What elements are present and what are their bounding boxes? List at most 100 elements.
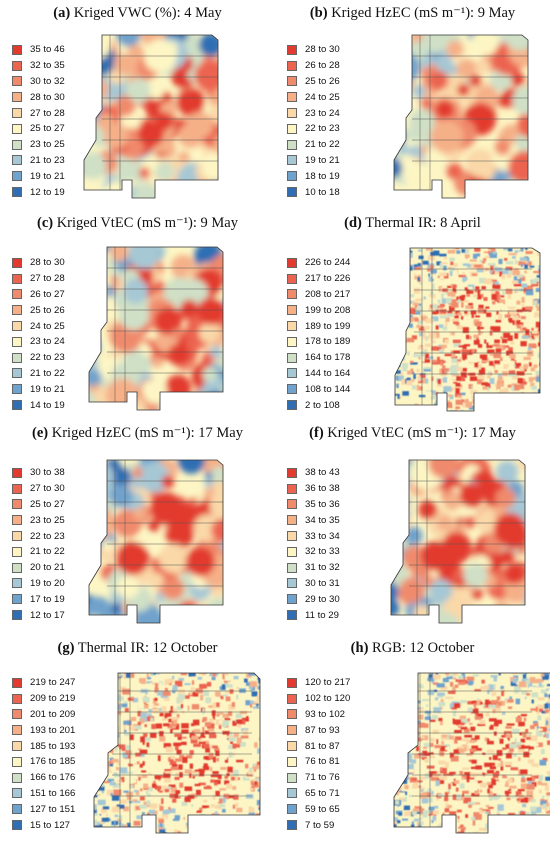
panel-h-letter: (h): [350, 640, 369, 656]
legend-swatch: [287, 515, 297, 526]
legend-row: 23 to 24: [12, 334, 65, 350]
legend-swatch: [12, 384, 22, 395]
legend-row: 108 to 144: [287, 381, 350, 397]
legend-row: 217 to 226: [287, 271, 350, 287]
field-boundary: [390, 459, 526, 624]
legend-swatch: [12, 741, 22, 752]
legend-label: 19 to 21: [305, 154, 340, 166]
legend-row: 27 to 28: [12, 105, 65, 121]
legend-label: 29 to 30: [305, 593, 340, 605]
legend-label: 76 to 81: [305, 756, 340, 768]
panel-f-title: (f) Kriged VtEC (mS m⁻¹): 17 May: [275, 425, 550, 442]
legend-label: 26 to 28: [305, 60, 340, 72]
legend-row: 176 to 185: [12, 754, 75, 770]
legend-label: 81 to 87: [305, 740, 340, 752]
legend-label: 11 to 29: [305, 609, 339, 621]
legend-label: 35 to 46: [30, 44, 65, 56]
legend-swatch: [287, 187, 297, 198]
panel-a-title-text: Kriged VWC (%): 4 May: [70, 5, 222, 21]
legend-row: 22 to 23: [287, 121, 340, 137]
legend-label: 176 to 185: [30, 756, 76, 768]
legend-row: 19 to 21: [12, 381, 65, 397]
legend-row: 12 to 19: [12, 184, 65, 200]
legend-swatch: [287, 756, 297, 767]
legend-swatch: [12, 467, 22, 478]
legend-row: 208 to 217: [287, 287, 350, 303]
legend-row: 65 to 71: [287, 786, 350, 802]
legend-row: 22 to 23: [12, 528, 65, 544]
legend-row: 102 to 120: [287, 691, 350, 707]
legend-swatch: [12, 171, 22, 182]
panel-g: (g) Thermal IR: 12 October 219 to 247 209…: [0, 635, 275, 844]
legend-row: 201 to 209: [12, 707, 75, 723]
legend-swatch: [12, 499, 22, 510]
panel-f-title-text: Kriged VtEC (mS m⁻¹): 17 May: [323, 425, 516, 441]
legend-label: 31 to 32: [305, 562, 340, 574]
legend-swatch: [287, 44, 297, 55]
legend-label: 25 to 26: [30, 304, 65, 316]
legend-swatch: [287, 400, 297, 411]
legend-row: 32 to 33: [287, 544, 340, 560]
legend-row: 27 to 30: [12, 481, 65, 497]
legend-row: 127 to 151: [12, 801, 75, 817]
panel-b-legend: 28 to 30 26 to 28 25 to 26 24 to 25 23 to 24…: [287, 42, 340, 200]
legend-row: 21 to 22: [12, 366, 65, 382]
panel-c-map: [88, 246, 224, 411]
panel-b-letter: (b): [309, 5, 328, 21]
panel-f-letter: (f): [309, 425, 324, 441]
legend-row: 28 to 30: [287, 42, 340, 58]
panel-d-title: (d) Thermal IR: 8 April: [275, 215, 550, 232]
legend-swatch: [12, 483, 22, 494]
legend-row: 178 to 189: [287, 334, 350, 350]
legend-label: 2 to 108: [305, 399, 340, 411]
panel-h-title: (h) RGB: 12 October: [275, 640, 550, 657]
map-texture: [89, 247, 223, 410]
panel-g-map: [93, 672, 261, 834]
legend-label: 34 to 35: [305, 514, 340, 526]
legend-swatch: [287, 693, 297, 704]
legend-row: 38 to 43: [287, 465, 340, 481]
panel-e-title-text: Kriged HzEC (mS m⁻¹): 17 May: [48, 425, 243, 441]
legend-label: 19 to 21: [30, 383, 65, 395]
legend-label: 127 to 151: [30, 803, 76, 815]
legend-swatch: [287, 677, 297, 688]
legend-swatch: [12, 820, 22, 831]
panel-a-letter: (a): [53, 5, 71, 21]
legend-row: 21 to 22: [12, 544, 65, 560]
legend-swatch: [12, 321, 22, 332]
legend-swatch: [287, 289, 297, 300]
legend-label: 71 to 76: [305, 772, 340, 784]
panel-g-title-text: Thermal IR: 12 October: [74, 640, 218, 656]
legend-row: 199 to 208: [287, 302, 350, 318]
legend-row: 10 to 18: [287, 184, 340, 200]
legend-label: 59 to 65: [305, 803, 340, 815]
legend-swatch: [12, 531, 22, 542]
legend-row: 226 to 244: [287, 255, 350, 271]
panel-h-legend: 120 to 217 102 to 120 93 to 102 87 to 93 81 …: [287, 675, 350, 833]
legend-row: 35 to 36: [287, 497, 340, 513]
field-boundary: [93, 672, 261, 834]
legend-swatch: [287, 725, 297, 736]
legend-label: 27 to 30: [30, 483, 65, 495]
panel-f-map: [390, 459, 526, 624]
legend-swatch: [287, 123, 297, 134]
legend-swatch: [12, 44, 22, 55]
legend-swatch: [287, 76, 297, 87]
field-boundary: [394, 247, 541, 412]
panel-g-legend: 219 to 247 209 to 219 201 to 209 193 to 201…: [12, 675, 75, 833]
legend-swatch: [12, 60, 22, 71]
legend-label: 21 to 23: [30, 154, 65, 166]
legend-swatch: [287, 741, 297, 752]
legend-label: 26 to 27: [30, 288, 65, 300]
panel-c-title: (c) Kriged VtEC (mS m⁻¹): 9 May: [0, 215, 275, 232]
legend-label: 14 to 19: [30, 399, 65, 411]
map-texture: [394, 673, 550, 833]
legend-row: 27 to 28: [12, 271, 65, 287]
legend-label: 201 to 209: [30, 708, 76, 720]
legend-row: 24 to 25: [287, 89, 340, 105]
legend-label: 28 to 30: [30, 91, 65, 103]
legend-swatch: [12, 562, 22, 573]
legend-label: 32 to 35: [30, 60, 65, 72]
legend-swatch: [287, 171, 297, 182]
legend-label: 144 to 164: [305, 367, 351, 379]
